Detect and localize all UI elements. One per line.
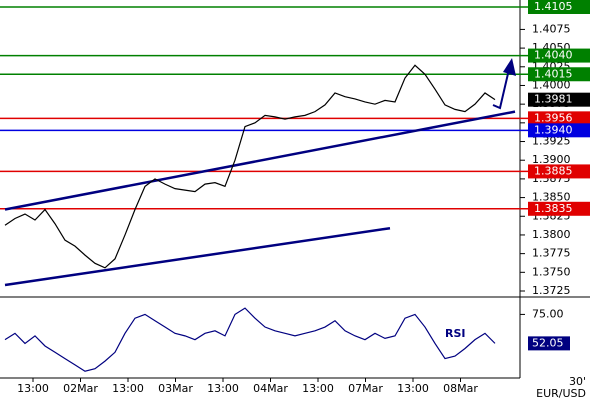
arrow-line xyxy=(492,64,511,110)
current-price: 1.3981 xyxy=(534,93,573,106)
x-tick-label: 13:00 xyxy=(207,382,239,395)
y-tick-label: 1.4075 xyxy=(532,22,571,35)
level-badge xyxy=(528,164,590,179)
symbol: EUR/USD xyxy=(536,387,586,400)
x-tick-label: 13:00 xyxy=(17,382,49,395)
x-tick-label: 13:00 xyxy=(302,382,334,395)
price-line xyxy=(4,64,496,269)
y-tick-label: 1.4000 xyxy=(532,78,571,91)
x-tick-label: 04Mar xyxy=(253,382,288,395)
trendline xyxy=(4,226,391,287)
x-tick-label: 02Mar xyxy=(63,382,98,395)
timeframe: 30' xyxy=(569,375,586,388)
arrow-head xyxy=(503,58,516,76)
level-label: 1.4105 xyxy=(534,0,573,13)
y-tick-label: 1.3850 xyxy=(532,191,571,204)
rsi-current: 52.05 xyxy=(532,336,564,349)
trendline xyxy=(4,110,516,211)
x-tick-label: 13:00 xyxy=(397,382,429,395)
level-label: 1.4015 xyxy=(534,67,573,80)
y-tick-label: 1.3800 xyxy=(532,228,571,241)
y-tick-label: 1.3750 xyxy=(532,265,571,278)
level-label: 1.3956 xyxy=(534,111,573,124)
rsi-line xyxy=(4,307,496,372)
x-tick-label: 08Mar xyxy=(443,382,478,395)
level-badge xyxy=(528,111,590,126)
level-badge xyxy=(528,48,590,63)
level-badge xyxy=(528,0,590,14)
level-label: 1.4040 xyxy=(534,49,573,62)
y-tick-label: 1.3775 xyxy=(532,247,571,260)
x-tick-label: 13:00 xyxy=(112,382,144,395)
x-tick-label: 03Mar xyxy=(158,382,193,395)
current-badge xyxy=(528,92,590,107)
level-badge xyxy=(528,201,590,216)
level-badge xyxy=(528,123,590,138)
rsi-tick-label: 75.00 xyxy=(532,307,564,320)
level-label: 1.3885 xyxy=(534,164,573,177)
level-label: 1.3940 xyxy=(534,123,573,136)
forecast-arrow xyxy=(492,58,516,110)
x-tick-label: 07Mar xyxy=(348,382,383,395)
y-tick-label: 1.3925 xyxy=(532,135,571,148)
y-tick-label: 1.3900 xyxy=(532,153,571,166)
level-label: 1.3835 xyxy=(534,202,573,215)
level-badge xyxy=(528,67,590,82)
y-tick-label: 1.3725 xyxy=(532,284,571,297)
rsi-title: RSI xyxy=(445,327,466,340)
rsi-badge xyxy=(528,336,570,351)
